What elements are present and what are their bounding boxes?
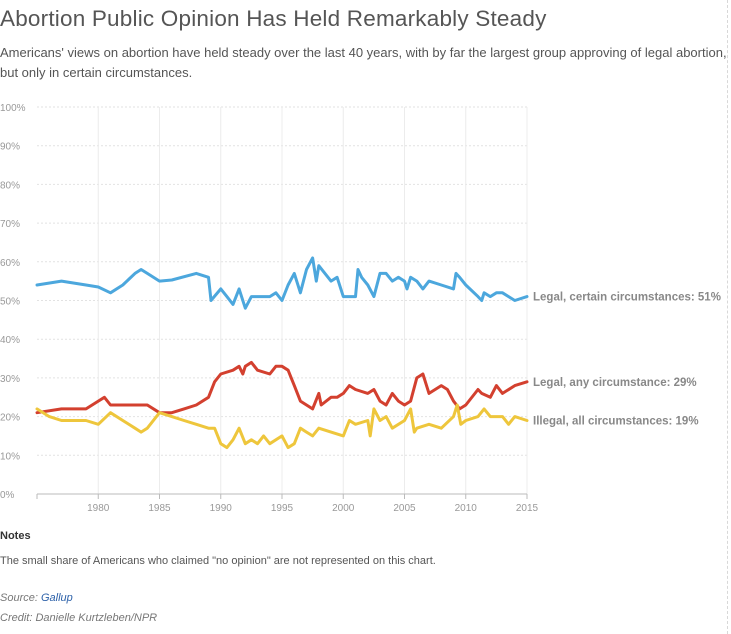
- y-tick-label: 80%: [0, 180, 20, 191]
- y-tick-label: 50%: [0, 297, 20, 308]
- x-tick-label: 2015: [516, 503, 539, 514]
- x-tick-label: 2005: [393, 503, 416, 514]
- x-tick-label: 2010: [455, 503, 478, 514]
- y-tick-label: 100%: [0, 103, 26, 114]
- y-tick-label: 10%: [0, 451, 20, 462]
- series-line: [35, 256, 529, 310]
- y-tick-label: 70%: [0, 219, 20, 230]
- series-end-label: Legal, certain circumstances: 51%: [533, 292, 721, 304]
- y-tick-label: 30%: [0, 374, 20, 385]
- credit-line: Credit: Danielle Kurtzleben/NPR: [0, 612, 158, 624]
- x-tick-label: 1995: [271, 503, 294, 514]
- x-tick-label: 1980: [87, 503, 110, 514]
- page-title: Abortion Public Opinion Has Held Remarka…: [0, 6, 547, 31]
- series-line: [35, 403, 529, 450]
- notes-heading: Notes: [0, 530, 31, 542]
- series-end-label: Legal, any circumstance: 29%: [533, 377, 697, 389]
- series-end-label: Illegal, all circumstances: 19%: [533, 415, 699, 427]
- x-tick-label: 1990: [210, 503, 233, 514]
- notes-text: The small share of Americans who claimed…: [0, 555, 436, 567]
- y-tick-label: 40%: [0, 335, 20, 346]
- y-tick-label: 0%: [0, 490, 15, 501]
- page-edge-divider: [727, 0, 728, 634]
- line-chart: 0% 10% 20% 30% 40% 50% 60% 70% 80% 90% 100% 1980 198…: [0, 95, 731, 525]
- y-tick-label: 90%: [0, 142, 20, 153]
- y-tick-label: 60%: [0, 258, 20, 269]
- x-tick-label: 2000: [332, 503, 355, 514]
- source-link[interactable]: Gallup: [40, 592, 73, 604]
- x-tick-label: 1985: [148, 503, 171, 514]
- line-chart-svg: 0% 10% 20% 30% 40% 50% 60% 70% 80% 90% 100% 1980 198…: [0, 103, 721, 514]
- source-prefix: Source:: [0, 592, 41, 604]
- source-line: Source: Gallup: [0, 592, 73, 604]
- page-subtitle: Americans' views on abortion have held s…: [0, 45, 727, 80]
- y-tick-label: 20%: [0, 413, 20, 424]
- series-line: [35, 360, 529, 415]
